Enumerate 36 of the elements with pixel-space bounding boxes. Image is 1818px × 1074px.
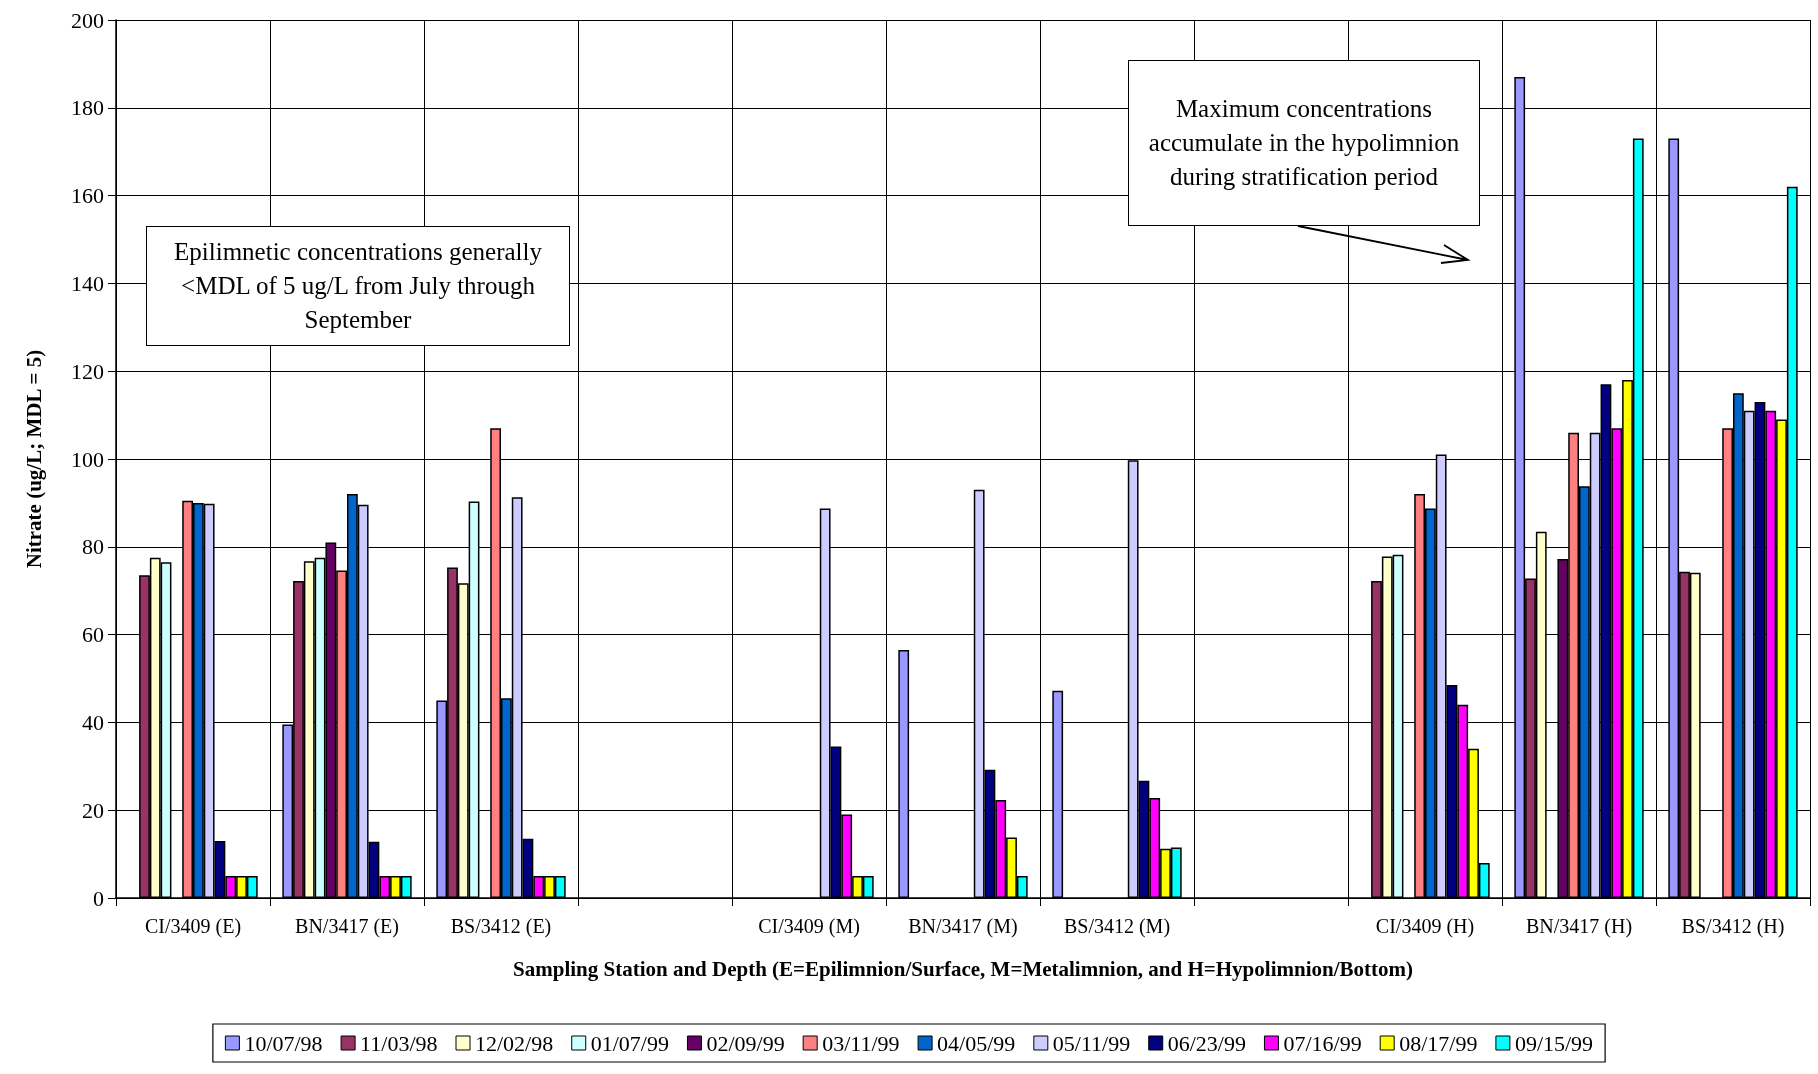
x-tick-label: CI/3409 (E) bbox=[144, 915, 242, 938]
y-tick-label: 80 bbox=[82, 534, 104, 560]
y-axis-title: Nitrate (ug/L; MDL = 5) bbox=[21, 349, 46, 569]
legend-label: 02/09/99 bbox=[706, 1030, 785, 1056]
x-tick-label: BN/3417 (H) bbox=[1525, 915, 1633, 938]
legend-label: 03/11/99 bbox=[822, 1030, 900, 1056]
x-tick-label: BS/3412 (H) bbox=[1681, 915, 1785, 938]
x-axis-title: Sampling Station and Depth (E=Epilimnion/Surface, M=Metalimnion, and H=Hypolimnion/Bottom) bbox=[513, 956, 1413, 981]
text-box: Epilimnetic concentrations generally <MDL of 5 ug/L from July through September bbox=[146, 226, 570, 346]
text-box: Maximum concentrations accumulate in the hypolimnion during stratification period bbox=[1128, 60, 1480, 226]
y-tick-label: 180 bbox=[71, 95, 104, 121]
x-tick-label: BN/3417 (E) bbox=[295, 915, 399, 938]
x-tick-label: BN/3417 (M) bbox=[908, 915, 1018, 938]
legend-label: 04/05/99 bbox=[937, 1030, 1016, 1056]
legend-label: 06/23/99 bbox=[1167, 1030, 1246, 1056]
x-tick-label: CI/3409 (H) bbox=[1375, 915, 1475, 938]
x-tick-label: BS/3412 (E) bbox=[450, 915, 552, 938]
x-tick-label: CI/3409 (M) bbox=[758, 915, 860, 938]
legend-label: 10/07/98 bbox=[244, 1030, 323, 1056]
legend-label: 12/02/98 bbox=[475, 1030, 554, 1056]
legend-label: 08/17/99 bbox=[1399, 1030, 1478, 1056]
y-tick-label: 0 bbox=[93, 885, 104, 911]
y-tick-label: 120 bbox=[71, 358, 104, 384]
y-tick-label: 20 bbox=[82, 797, 104, 823]
y-tick-label: 160 bbox=[71, 183, 104, 209]
y-tick-label: 140 bbox=[71, 270, 104, 296]
x-tick-label: BS/3412 (M) bbox=[1063, 915, 1171, 938]
y-tick-label: 100 bbox=[71, 446, 104, 472]
legend-label: 07/16/99 bbox=[1283, 1030, 1362, 1056]
y-tick-label: 60 bbox=[82, 622, 104, 648]
y-tick-label: 200 bbox=[71, 7, 104, 33]
legend-label: 09/15/99 bbox=[1514, 1030, 1594, 1056]
y-tick-label: 40 bbox=[82, 709, 104, 735]
legend-label: 11/03/98 bbox=[360, 1030, 438, 1056]
legend-label: 01/07/99 bbox=[590, 1030, 669, 1056]
legend-label: 05/11/99 bbox=[1052, 1030, 1131, 1056]
